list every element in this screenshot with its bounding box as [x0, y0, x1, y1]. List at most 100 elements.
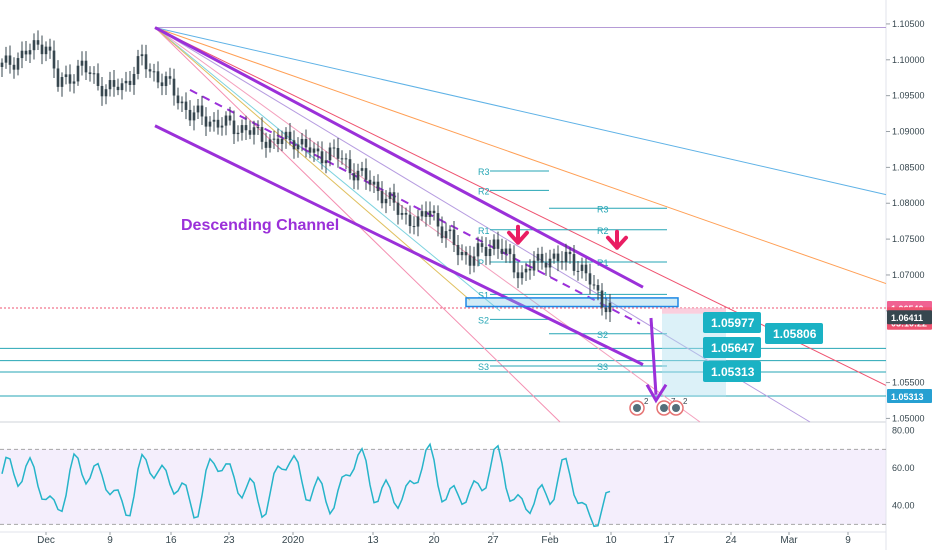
candle-body	[268, 139, 272, 148]
time-tick-label: 17	[663, 535, 675, 546]
candle-body	[304, 138, 308, 148]
target-box-bg	[765, 323, 823, 344]
fan-line	[154, 27, 887, 196]
candle-body	[308, 147, 312, 153]
candle-body	[604, 307, 608, 313]
channel-lower-line	[154, 124, 644, 366]
candle-body	[300, 138, 304, 145]
peak-arrow-icon	[507, 224, 529, 245]
candle-body	[332, 147, 336, 149]
target-box-label: 1.05977	[711, 316, 755, 330]
rsi-tick-label: 60.00	[892, 463, 915, 473]
candle-body	[448, 229, 452, 232]
candle-body	[476, 243, 480, 257]
candle-body	[540, 253, 544, 263]
candle-body	[608, 302, 612, 313]
candle-body	[600, 290, 604, 308]
time-tick-label: 23	[223, 535, 235, 546]
candle-body	[488, 248, 492, 257]
candle-body	[364, 168, 368, 180]
candle-body	[152, 71, 156, 73]
candle-body	[556, 253, 560, 262]
price-tag[interactable]: 1.06411	[887, 310, 932, 325]
candle-body	[76, 65, 80, 82]
candle-body	[412, 226, 416, 228]
price-tick-label: 1.05500	[892, 378, 925, 388]
time-tick-label: 27	[487, 535, 499, 546]
pivot-label: S2	[478, 315, 489, 325]
candle-body	[200, 105, 204, 117]
candle-body	[312, 148, 316, 153]
pivot-label: S2	[597, 330, 608, 340]
peak-arrow-icon	[606, 229, 628, 250]
candle-body	[208, 121, 212, 127]
time-tick-label: Mar	[780, 535, 798, 546]
stop-zone	[662, 307, 726, 314]
candle-body	[4, 55, 8, 63]
price-tick-label: 1.05000	[892, 413, 925, 423]
candle-body	[584, 264, 588, 274]
channel-upper-line	[154, 26, 644, 289]
candle-body	[580, 264, 584, 271]
candle-body	[424, 211, 428, 217]
price-tick-label: 1.07500	[892, 234, 925, 244]
pivot-label: R2	[597, 226, 609, 236]
target-price-box[interactable]: 1.05313	[703, 361, 761, 382]
candle-body	[520, 272, 524, 279]
candle-body	[136, 56, 140, 74]
candle-body	[156, 71, 160, 83]
candle-body	[592, 284, 596, 286]
candle-body	[148, 69, 152, 72]
candle-body	[244, 125, 248, 131]
target-price-box[interactable]: 1.05977	[703, 312, 761, 333]
candle-body	[160, 82, 164, 87]
candle-body	[428, 210, 432, 217]
candle-body	[388, 192, 392, 199]
descending-channel-label: Descending Channel	[181, 217, 339, 234]
candle-body	[16, 58, 20, 70]
candle-body	[396, 202, 400, 215]
candle-body	[192, 112, 196, 121]
support-zone	[465, 297, 679, 308]
candle-body	[8, 55, 12, 65]
fan-line	[154, 27, 887, 386]
candle-body	[464, 251, 468, 256]
target-price-box[interactable]: 1.05647	[703, 337, 761, 358]
projection-arrow-head-icon	[645, 383, 668, 404]
event-badge-dot	[672, 404, 680, 412]
candle-body	[100, 85, 104, 97]
candle-body	[28, 50, 32, 55]
target-box-bg	[703, 312, 761, 333]
candle-body	[248, 130, 252, 135]
candle-body	[284, 131, 288, 139]
candle-body	[96, 73, 100, 86]
candle-body	[384, 198, 388, 204]
candle-body	[280, 138, 284, 144]
candle-body	[348, 159, 352, 174]
candle-body	[444, 231, 448, 239]
time-tick-label: 9	[107, 535, 113, 546]
candle-body	[0, 62, 4, 67]
price-tag[interactable]: 1.05313	[887, 388, 932, 403]
candle-body	[480, 243, 484, 247]
candle-body	[272, 138, 276, 140]
candle-body	[276, 138, 280, 144]
time-tick-label: 10	[605, 535, 617, 546]
target-price-box[interactable]: 1.05806	[765, 323, 823, 344]
candle-body	[32, 40, 36, 51]
candle-body	[24, 50, 28, 55]
candle-body	[588, 273, 592, 285]
candle-body	[260, 127, 264, 142]
candle-body	[172, 78, 176, 96]
pivot-label: R1	[597, 258, 609, 268]
candle-body	[432, 210, 436, 214]
candle-body	[552, 253, 556, 259]
candle-body	[228, 115, 232, 121]
rsi-band	[0, 449, 886, 525]
pivot-label: R2	[478, 186, 490, 196]
pivot-label: S3	[597, 362, 608, 372]
fan-line	[154, 27, 887, 285]
fan-line	[154, 27, 501, 312]
candle-body	[596, 285, 600, 291]
